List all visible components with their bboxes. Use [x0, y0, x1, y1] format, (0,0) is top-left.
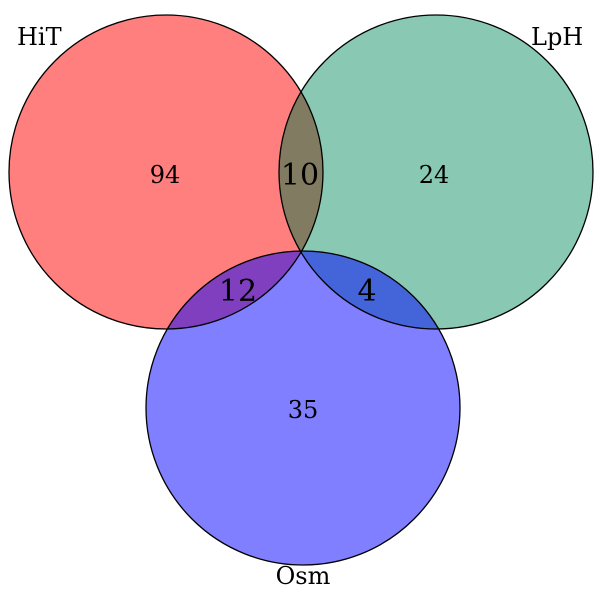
circle-lph-outline — [278, 14, 594, 330]
circle-hit — [9, 15, 323, 329]
set-label-hit: HiT — [17, 23, 62, 51]
circle-osm — [146, 251, 460, 565]
count-lph-only: 24 — [419, 161, 450, 189]
count-osm-only: 35 — [288, 396, 319, 424]
count-hit-lph: 10 — [281, 158, 319, 193]
count-hit-only: 94 — [150, 161, 181, 189]
set-label-lph: LpH — [531, 23, 583, 51]
count-hit-osm: 12 — [219, 274, 257, 309]
circle-lph — [279, 15, 593, 329]
set-label-osm: Osm — [276, 562, 331, 590]
count-lph-osm: 4 — [357, 274, 376, 309]
circle-osm-outline — [145, 250, 461, 566]
circle-hit-outline — [8, 14, 324, 330]
